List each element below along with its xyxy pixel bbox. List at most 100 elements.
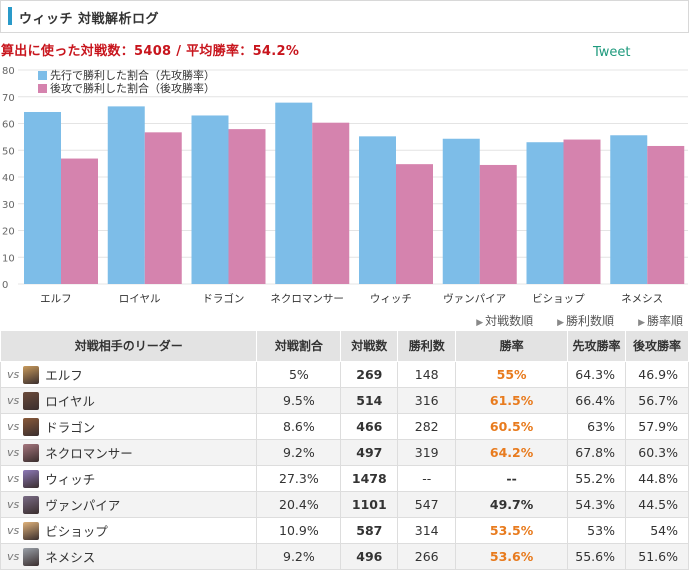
column-header: 後攻勝率: [624, 330, 689, 362]
leader-name: ネクロマンサー: [45, 446, 133, 461]
table-row: vs ウィッチ 27.3% 1478 -- -- 55.2% 44.8%: [0, 465, 689, 492]
x-tick-label: エルフ: [40, 293, 72, 305]
games-cell: 587: [340, 517, 399, 544]
leader-name: ネメシス: [45, 550, 96, 565]
leader-cell: vs ヴァンパイア: [0, 491, 258, 518]
sort-link[interactable]: ▶ 勝利数順: [545, 314, 614, 328]
bar-first: [107, 106, 145, 284]
leader-avatar: [23, 443, 40, 462]
header-accent-bar: [8, 7, 12, 25]
bar-first: [24, 111, 61, 284]
matchup-table: 対戦相手のリーダー 対戦割合 対戦数 勝利数 勝率 先攻勝率 後攻勝率 vs エルフ 5% 269…: [0, 330, 689, 570]
win-rate-bar-chart: 0 10 20 30 40 50 60 70 80 エルフ ロイヤル ドラゴン ネクロマンサー ウィッチ ヴ…: [2, 66, 688, 305]
vs-label: vs: [7, 524, 20, 537]
legend-swatch: [38, 71, 47, 80]
page-title: ウィッチ 対戦解析ログ: [19, 12, 160, 27]
sort-link[interactable]: ▶ 勝率順: [626, 314, 683, 328]
winrate-cell: --: [455, 465, 568, 492]
leader-name: エルフ: [45, 368, 83, 383]
second-winrate-cell: 44.8%: [624, 465, 689, 492]
bar-second: [61, 158, 98, 284]
vs-label: vs: [7, 368, 20, 381]
leader-avatar: [23, 521, 40, 540]
bar-first: [191, 115, 229, 284]
share-cell: 20.4%: [256, 491, 342, 518]
y-tick-label: 60: [2, 120, 15, 131]
table-row: vs ヴァンパイア 20.4% 1101 547 49.7% 54.3% 44.5%: [0, 491, 689, 518]
y-tick-label: 0: [2, 280, 8, 291]
table-body: vs エルフ 5% 269 148 55% 64.3% 46.9% vs ロイヤル 9.5% 514 3…: [0, 361, 689, 570]
vs-label: vs: [7, 394, 20, 407]
wins-cell: 547: [397, 491, 457, 518]
leader-avatar: [23, 547, 40, 566]
share-cell: 5%: [256, 361, 342, 388]
games-cell: 466: [340, 413, 399, 440]
wins-cell: --: [397, 465, 457, 492]
legend-swatch: [38, 84, 47, 93]
winrate-cell: 53.5%: [455, 517, 568, 544]
wins-cell: 282: [397, 413, 457, 440]
bar-first: [442, 138, 480, 284]
games-cell: 1478: [340, 465, 399, 492]
leader-name: ビショップ: [45, 524, 108, 539]
y-tick-label: 70: [2, 93, 15, 104]
games-cell: 1101: [340, 491, 399, 518]
column-header: 対戦数: [340, 330, 399, 362]
y-tick-label: 10: [2, 253, 15, 264]
column-header: 対戦相手のリーダー: [0, 330, 258, 362]
x-tick-label: ヴァンパイア: [443, 292, 506, 305]
leader-avatar: [23, 469, 40, 488]
leader-avatar: [23, 391, 40, 410]
column-header: 勝率: [455, 330, 568, 362]
summary-text: 算出に使った対戦数：5408 / 平均勝率：54.2%: [1, 44, 300, 59]
y-tick-label: 30: [2, 200, 15, 211]
table-row: vs ネクロマンサー 9.2% 497 319 64.2% 67.8% 60.3%: [0, 439, 689, 466]
vs-label: vs: [7, 420, 20, 433]
leader-cell: vs ロイヤル: [0, 387, 258, 414]
games-cell: 496: [340, 543, 399, 570]
second-winrate-cell: 57.9%: [624, 413, 689, 440]
column-header: 対戦割合: [256, 330, 342, 362]
first-winrate-cell: 54.3%: [567, 491, 626, 518]
second-winrate-cell: 54%: [624, 517, 689, 544]
sort-link-label: 勝利数順: [566, 314, 615, 328]
x-tick-label: ロイヤル: [119, 293, 161, 305]
vs-label: vs: [7, 498, 20, 511]
leader-cell: vs ウィッチ: [0, 465, 258, 492]
bar-first: [359, 136, 396, 284]
sort-links: ▶ 対戦数順 ▶ 勝利数順 ▶ 勝率順: [452, 312, 683, 329]
winrate-cell: 55%: [455, 361, 568, 388]
leader-cell: vs ドラゴン: [0, 413, 258, 440]
table-row: vs ビショップ 10.9% 587 314 53.5% 53% 54%: [0, 517, 689, 544]
tweet-button[interactable]: Tweet: [593, 45, 631, 60]
bar-first: [610, 135, 648, 284]
leader-cell: vs ネメシス: [0, 543, 258, 570]
wins-cell: 316: [397, 387, 457, 414]
winrate-cell: 61.5%: [455, 387, 568, 414]
x-tick-label: ネメシス: [621, 293, 663, 305]
sort-link-label: 勝率順: [646, 314, 683, 328]
sort-link[interactable]: ▶ 対戦数順: [464, 314, 533, 328]
leader-cell: vs エルフ: [0, 361, 258, 388]
share-cell: 9.5%: [256, 387, 342, 414]
games-cell: 497: [340, 439, 399, 466]
arrow-right-icon: ▶: [557, 318, 565, 328]
x-tick-label: ビショップ: [532, 293, 585, 305]
y-tick-label: 40: [2, 173, 15, 184]
column-header: 先攻勝率: [567, 330, 626, 362]
games-cell: 269: [340, 361, 399, 388]
games-cell: 514: [340, 387, 399, 414]
leader-cell: vs ネクロマンサー: [0, 439, 258, 466]
winrate-cell: 49.7%: [455, 491, 568, 518]
second-winrate-cell: 60.3%: [624, 439, 689, 466]
leader-name: ドラゴン: [45, 420, 96, 435]
table-row: vs ネメシス 9.2% 496 266 53.6% 55.6% 51.6%: [0, 543, 689, 570]
x-tick-label: ウィッチ: [370, 293, 412, 305]
first-winrate-cell: 64.3%: [567, 361, 626, 388]
page-header: ウィッチ 対戦解析ログ: [0, 0, 689, 33]
bar-second: [647, 145, 685, 284]
wins-cell: 319: [397, 439, 457, 466]
x-tick-label: ドラゴン: [202, 292, 244, 305]
first-winrate-cell: 55.6%: [567, 543, 626, 570]
share-cell: 10.9%: [256, 517, 342, 544]
